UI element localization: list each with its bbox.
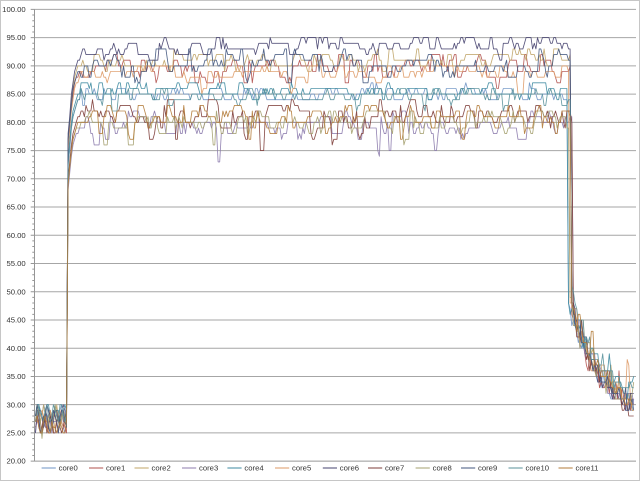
svg-text:core10: core10	[526, 464, 550, 473]
svg-text:40.00: 40.00	[6, 344, 25, 353]
svg-text:60.00: 60.00	[6, 231, 25, 240]
svg-text:core5: core5	[292, 464, 311, 473]
svg-text:35.00: 35.00	[6, 372, 25, 381]
svg-text:30.00: 30.00	[6, 400, 25, 409]
svg-text:95.00: 95.00	[6, 33, 25, 42]
svg-text:55.00: 55.00	[6, 259, 25, 268]
svg-text:65.00: 65.00	[6, 203, 25, 212]
svg-text:core0: core0	[59, 464, 78, 473]
svg-text:75.00: 75.00	[6, 146, 25, 155]
svg-text:80.00: 80.00	[6, 118, 25, 127]
svg-text:core2: core2	[152, 464, 171, 473]
svg-text:50.00: 50.00	[6, 287, 25, 296]
svg-text:25.00: 25.00	[6, 429, 25, 438]
svg-text:core4: core4	[244, 464, 264, 473]
svg-text:core11: core11	[576, 464, 599, 473]
svg-text:core7: core7	[385, 464, 404, 473]
svg-text:70.00: 70.00	[6, 174, 25, 183]
svg-text:core6: core6	[340, 464, 359, 473]
svg-text:core9: core9	[478, 464, 497, 473]
svg-text:core8: core8	[433, 464, 452, 473]
svg-text:85.00: 85.00	[6, 90, 25, 99]
svg-text:20.00: 20.00	[6, 457, 25, 466]
svg-text:90.00: 90.00	[6, 61, 25, 70]
svg-text:100.00: 100.00	[2, 5, 26, 14]
svg-text:core1: core1	[106, 464, 125, 473]
svg-text:45.00: 45.00	[6, 316, 25, 325]
svg-text:core3: core3	[199, 464, 218, 473]
